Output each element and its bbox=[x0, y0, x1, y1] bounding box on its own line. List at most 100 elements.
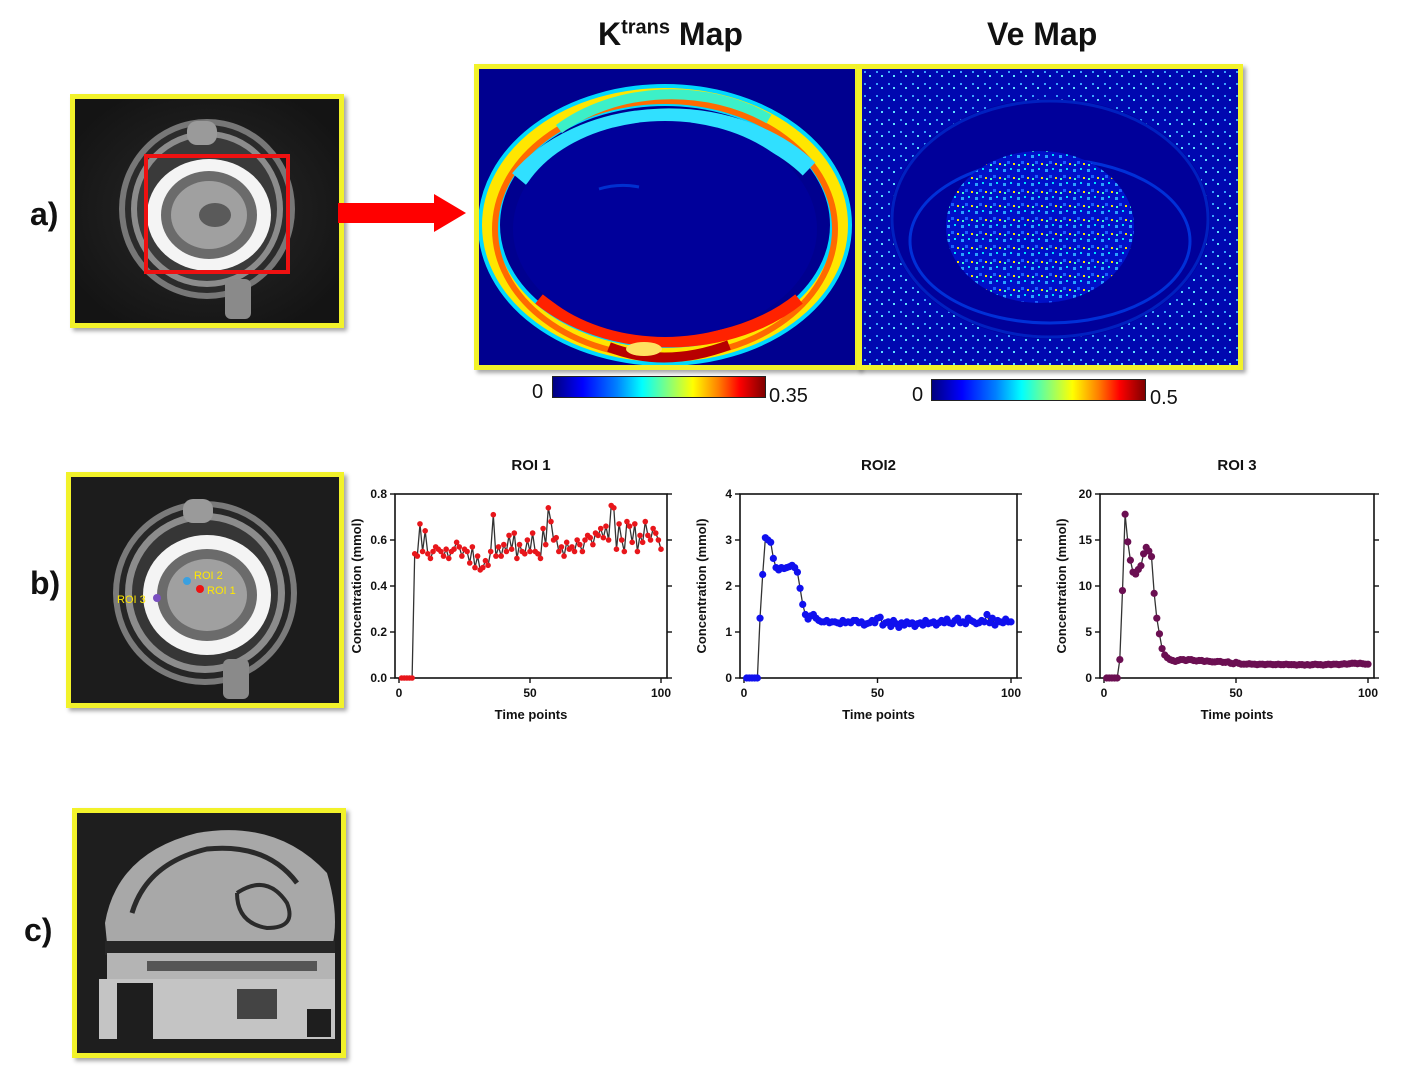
data-point bbox=[506, 532, 512, 539]
plot-frame bbox=[1099, 493, 1375, 679]
data-point bbox=[545, 505, 552, 511]
x-tick-label: 50 bbox=[871, 686, 885, 700]
data-point bbox=[485, 562, 491, 569]
data-point bbox=[503, 548, 510, 555]
chart-roi2: ROI2 0 1 2 3 4 0 50 100 Time points Concentration … bbox=[694, 457, 1022, 722]
data-point bbox=[769, 554, 777, 562]
data-point bbox=[759, 570, 767, 579]
data-point bbox=[548, 518, 554, 525]
data-point bbox=[511, 530, 518, 536]
data-point bbox=[419, 548, 426, 555]
mri-sagittal-graphic bbox=[77, 813, 341, 1053]
data-point bbox=[582, 537, 588, 543]
data-point bbox=[451, 546, 457, 552]
ktrans-colorbar bbox=[552, 376, 766, 398]
data-point bbox=[487, 548, 494, 555]
ktrans-map-image bbox=[474, 64, 860, 370]
data-point bbox=[1147, 552, 1156, 561]
data-point bbox=[1153, 614, 1161, 622]
data-point bbox=[639, 539, 646, 546]
data-point bbox=[658, 546, 664, 552]
data-point bbox=[456, 544, 463, 550]
data-point bbox=[655, 537, 662, 543]
data-point bbox=[634, 548, 641, 555]
data-point bbox=[490, 511, 497, 518]
ve-map-title: Ve Map bbox=[987, 16, 1098, 52]
panel-label-c: c) bbox=[24, 912, 53, 948]
data-point bbox=[527, 548, 533, 555]
data-point bbox=[756, 614, 764, 622]
data-point bbox=[501, 541, 507, 548]
data-point bbox=[799, 600, 807, 608]
data-point bbox=[417, 521, 423, 527]
data-point bbox=[427, 555, 434, 562]
data-point bbox=[445, 555, 452, 562]
mri-image-b: ROI 2 ROI 1 ROI 3 bbox=[66, 472, 344, 708]
chart-roi3: ROI 3 0 5 10 15 20 0 50 100 Time points Concentrat… bbox=[1054, 457, 1379, 722]
ktrans-title-sup: trans bbox=[621, 16, 671, 39]
chart-title: ROI 1 bbox=[511, 457, 550, 474]
ktrans-colorbar-min: 0 bbox=[532, 381, 544, 403]
ve-colorbar-min: 0 bbox=[912, 384, 924, 406]
data-point bbox=[422, 528, 428, 534]
data-point bbox=[529, 530, 536, 536]
data-point bbox=[1145, 547, 1153, 555]
data-point bbox=[1121, 510, 1129, 518]
data-point bbox=[563, 539, 570, 546]
data-point bbox=[1113, 674, 1121, 682]
y-tick-label: 3 bbox=[725, 533, 732, 547]
data-point bbox=[1126, 556, 1134, 564]
roi2-marker bbox=[183, 577, 191, 585]
x-tick-label: 100 bbox=[1358, 686, 1378, 700]
data-point bbox=[597, 525, 604, 532]
data-point bbox=[603, 523, 609, 529]
data-point bbox=[438, 548, 444, 555]
data-point bbox=[1150, 589, 1158, 597]
data-point bbox=[642, 518, 649, 525]
x-tick-label: 50 bbox=[523, 686, 537, 700]
x-axis-label: Time points bbox=[495, 707, 568, 722]
mri-slice-roi-graphic: ROI 2 ROI 1 ROI 3 bbox=[71, 477, 339, 703]
roi1-marker bbox=[196, 585, 204, 593]
roi2-label: ROI 2 bbox=[194, 570, 223, 582]
data-point bbox=[558, 544, 565, 550]
data-point bbox=[480, 564, 486, 571]
arrow-icon bbox=[338, 194, 466, 232]
x-tick-label: 0 bbox=[741, 686, 748, 700]
chart-title: ROI 3 bbox=[1217, 457, 1256, 474]
data-point bbox=[647, 537, 654, 543]
data-point bbox=[440, 553, 447, 559]
data-point bbox=[576, 541, 583, 548]
data-point bbox=[514, 555, 520, 562]
data-point bbox=[1007, 618, 1015, 626]
data-point bbox=[1155, 630, 1164, 638]
ve-map-graphic bbox=[862, 69, 1238, 365]
y-tick-label: 0.8 bbox=[370, 487, 387, 501]
data-point bbox=[579, 548, 586, 555]
data-point bbox=[561, 553, 567, 559]
data-point bbox=[493, 553, 499, 559]
x-tick-label: 0 bbox=[1101, 686, 1108, 700]
ve-map-image bbox=[857, 64, 1243, 370]
ktrans-title-rest: Map bbox=[670, 16, 743, 52]
y-tick-label: 0.4 bbox=[370, 579, 387, 593]
mri-image-a bbox=[70, 94, 344, 328]
data-point bbox=[553, 534, 559, 541]
data-point bbox=[650, 525, 656, 532]
data-point bbox=[569, 544, 575, 550]
data-point bbox=[637, 532, 643, 539]
y-tick-label: 20 bbox=[1079, 487, 1093, 501]
x-axis-label: Time points bbox=[1201, 707, 1274, 722]
data-point bbox=[1137, 562, 1145, 570]
data-point bbox=[472, 564, 478, 571]
data-point bbox=[474, 553, 481, 559]
data-point bbox=[464, 548, 470, 555]
mri-slice-graphic bbox=[75, 99, 339, 323]
y-tick-label: 0 bbox=[1085, 671, 1092, 685]
data-point bbox=[524, 537, 531, 543]
data-point bbox=[540, 525, 546, 532]
data-point bbox=[542, 541, 549, 548]
y-axis-label: Concentration (mmol) bbox=[694, 518, 709, 653]
roi1-label: ROI 1 bbox=[207, 585, 236, 597]
plot-frame bbox=[739, 493, 1018, 679]
